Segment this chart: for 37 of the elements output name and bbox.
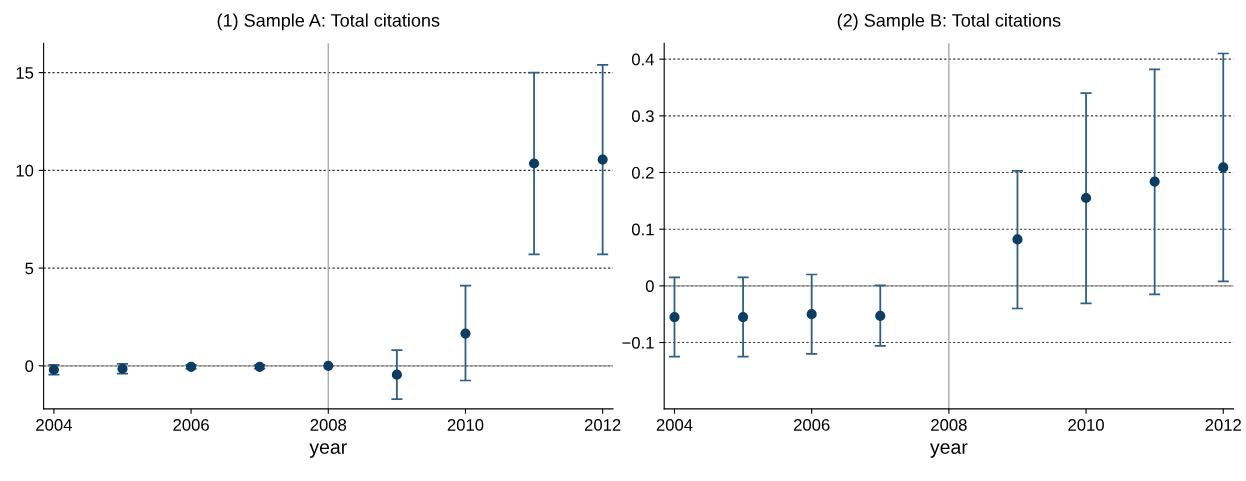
x-tick-label: 2004 bbox=[36, 419, 72, 431]
x-tick-label: 2006 bbox=[793, 419, 830, 431]
x-axis-title: year bbox=[930, 443, 968, 458]
point bbox=[806, 309, 817, 320]
y-tick-label: 15 bbox=[16, 67, 34, 79]
point bbox=[875, 310, 886, 321]
chart-title: (2) Sample B: Total citations bbox=[837, 13, 1061, 31]
x-tick-label: 2008 bbox=[310, 419, 347, 431]
x-axis-title: year bbox=[309, 443, 347, 458]
x-tick-label: 2012 bbox=[584, 419, 621, 431]
point bbox=[1012, 234, 1023, 245]
x-tick-label: 2008 bbox=[931, 419, 967, 431]
chart-title: (1) Sample A: Total citations bbox=[217, 13, 440, 31]
x-tick-label: 2004 bbox=[656, 419, 693, 431]
y-tick-label: 0.2 bbox=[631, 166, 654, 179]
y-tick-label: 0.4 bbox=[631, 53, 654, 66]
point bbox=[1080, 192, 1092, 204]
point bbox=[323, 360, 334, 371]
x-tick-label: 2012 bbox=[1205, 419, 1241, 431]
point bbox=[1149, 176, 1160, 187]
x-tick-label: 2010 bbox=[447, 419, 484, 431]
point bbox=[460, 328, 471, 339]
y-tick-label: 0.1 bbox=[631, 223, 654, 236]
point bbox=[669, 311, 680, 323]
y-tick-label: 5 bbox=[25, 262, 34, 275]
point bbox=[528, 158, 540, 169]
y-tick-label: 10 bbox=[16, 164, 34, 177]
point bbox=[391, 369, 402, 380]
point bbox=[597, 154, 608, 165]
point bbox=[1218, 162, 1229, 173]
x-tick-label: 2006 bbox=[173, 419, 209, 431]
y-tick-label: 0 bbox=[25, 360, 34, 373]
x-tick-label: 2010 bbox=[1068, 419, 1104, 431]
point bbox=[737, 311, 749, 323]
y-tick-label: −0.1 bbox=[622, 336, 654, 349]
y-tick-label: 0.3 bbox=[631, 110, 654, 123]
y-tick-label: 0 bbox=[645, 280, 654, 293]
